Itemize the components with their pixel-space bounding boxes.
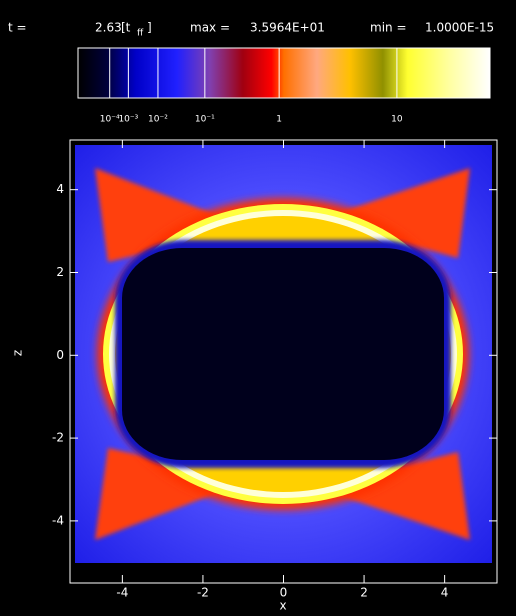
colorbar-tick-label: 10⁻⁴	[100, 115, 120, 125]
colorbar-tick-label: 1	[276, 115, 282, 125]
y-tick-label: 4	[56, 182, 64, 196]
time-value: 2.63	[95, 21, 122, 35]
colorbar-tick-label: 10⁻¹	[195, 115, 215, 125]
y-tick-label: -2	[52, 431, 64, 445]
colorbar-tick-label: 10⁻³	[118, 115, 138, 125]
x-axis-label: x	[279, 599, 286, 613]
colorbar-tick-label: 10	[391, 115, 403, 125]
cavity	[122, 248, 444, 460]
min-value: 1.0000E-15	[425, 21, 494, 35]
time-label: t =	[8, 21, 27, 35]
colorbar	[77, 47, 491, 99]
x-tick-label: -2	[197, 586, 209, 600]
time-unit-close: ]	[147, 21, 152, 35]
y-tick-label: -4	[52, 513, 64, 527]
x-tick-label: 2	[360, 586, 368, 600]
x-tick-label: 0	[280, 586, 288, 600]
y-tick-label: 0	[56, 348, 64, 362]
x-tick-label: -4	[116, 586, 128, 600]
y-tick-label: 2	[56, 265, 64, 279]
y-axis-label: z	[11, 350, 25, 356]
time-unit-sub: ff	[137, 29, 144, 39]
time-unit: [t	[121, 21, 131, 35]
min-label: min =	[370, 21, 407, 35]
max-label: max =	[190, 21, 230, 35]
colorbar-tick-label: 10⁻²	[148, 115, 168, 125]
max-value: 3.5964E+01	[250, 21, 325, 35]
field-image	[75, 145, 492, 563]
x-tick-label: 4	[441, 586, 449, 600]
shock-wings	[95, 168, 470, 540]
